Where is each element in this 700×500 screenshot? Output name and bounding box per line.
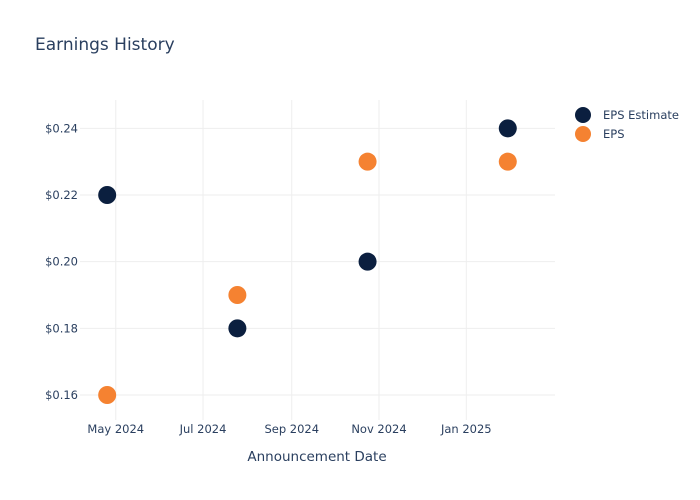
x-tick-label: Sep 2024 — [264, 422, 319, 436]
y-tick-label: $0.18 — [45, 321, 78, 335]
grid-layer — [80, 100, 555, 420]
eps-point — [498, 152, 517, 171]
x-tick-label: Jan 2025 — [440, 422, 492, 436]
eps-point — [98, 386, 117, 404]
legend: EPS Estimate EPS — [575, 107, 679, 142]
data-points — [98, 119, 517, 404]
x-tick-label: Jul 2024 — [179, 422, 227, 436]
x-tick-label: May 2024 — [87, 422, 144, 436]
x-tick-label: Nov 2024 — [351, 422, 406, 436]
y-tick-label: $0.16 — [45, 388, 78, 402]
eps-estimate-point — [358, 252, 377, 271]
legend-label: EPS Estimate — [603, 108, 679, 122]
eps-point — [358, 152, 377, 171]
y-tick-label: $0.20 — [45, 255, 78, 269]
y-tick-label: $0.24 — [45, 121, 78, 135]
x-axis-ticks: May 2024 Jul 2024 Sep 2024 Nov 2024 Jan 2025 — [87, 422, 491, 436]
eps-estimate-point — [98, 186, 117, 204]
legend-marker — [575, 107, 591, 123]
x-axis-title: Announcement Date — [247, 449, 386, 465]
chart-title: Earnings History — [35, 35, 175, 55]
eps-point — [228, 286, 247, 304]
y-tick-label: $0.22 — [45, 188, 78, 202]
legend-label: EPS — [603, 127, 625, 141]
legend-marker — [575, 126, 591, 142]
eps-estimate-point — [498, 119, 517, 138]
eps-estimate-point — [228, 319, 247, 338]
y-axis-ticks: $0.16 $0.18 $0.20 $0.22 $0.24 — [45, 121, 78, 402]
